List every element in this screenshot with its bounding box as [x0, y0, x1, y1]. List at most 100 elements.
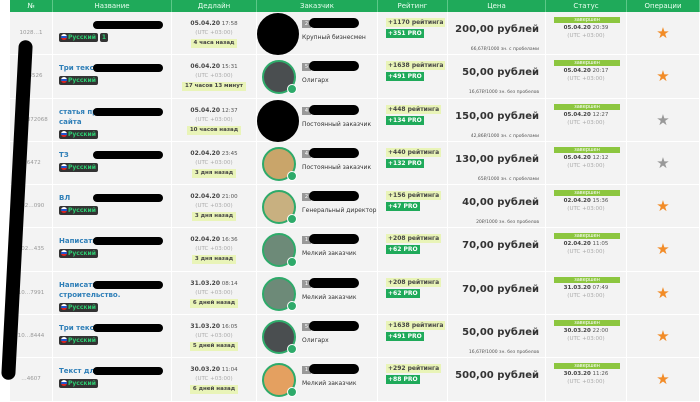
- relative-time: 5 дней назад: [189, 342, 239, 352]
- table-row[interactable]: 102…435 Написать Русский 02.04.20 16:36 (…: [10, 228, 700, 272]
- status-time: 22:00: [592, 328, 609, 335]
- language-badge: Русский: [59, 249, 98, 259]
- star-icon[interactable]: ★: [656, 197, 670, 216]
- customer-avatar[interactable]: [262, 320, 297, 355]
- customer-avatar[interactable]: [262, 60, 297, 95]
- customer-avatar[interactable]: [257, 99, 299, 142]
- redaction-mark: [93, 324, 163, 333]
- language-label: Русский: [68, 303, 96, 311]
- timezone: (UTC +03:00): [195, 73, 233, 80]
- customer-avatar[interactable]: [262, 233, 297, 268]
- star-icon[interactable]: ★: [656, 283, 670, 302]
- order-id: 10…7991: [10, 271, 53, 315]
- relative-time: 17 часов 13 минут: [182, 82, 246, 92]
- customer-avatar[interactable]: [262, 363, 297, 398]
- status-badge: завершен: [554, 60, 620, 67]
- customer-avatar[interactable]: [262, 190, 297, 225]
- order-title-link[interactable]: Три текста по: [59, 324, 115, 333]
- table-row[interactable]: …02872068 статья про разработку сайта Ру…: [10, 98, 700, 142]
- online-badge-icon: [287, 170, 297, 181]
- timezone: (UTC +03:00): [195, 246, 233, 253]
- russia-flag-icon: [61, 163, 67, 170]
- status-timezone: (UTC +03:00): [567, 336, 605, 343]
- timezone: (UTC +03:00): [195, 30, 233, 36]
- table-row[interactable]: …6472 ТЗ Русский 02.04.20 23:45 (UTC +03:…: [10, 141, 700, 186]
- customer-role: Олигарх: [302, 77, 329, 85]
- col-price[interactable]: Цена: [448, 0, 546, 12]
- star-icon[interactable]: ★: [656, 24, 670, 42]
- customer-avatar[interactable]: [262, 146, 297, 181]
- price: 70,00 рублей: [462, 240, 539, 252]
- status-badge: завершен: [554, 276, 620, 283]
- star-icon[interactable]: ★: [656, 240, 670, 259]
- order-title-link[interactable]: Текст для сайта: [59, 367, 125, 376]
- order-id: …6472: [10, 141, 53, 185]
- order-id: 102…090: [10, 185, 53, 228]
- language-label: Русский: [68, 163, 96, 171]
- table-row[interactable]: 102…090 ВЛ Русский 02.04.20 21:00 (UTC +0…: [10, 185, 700, 229]
- price-rate: 16,67₽/1000 зн. без пробелов: [468, 90, 539, 96]
- pro-gain: +351 PRO: [386, 29, 424, 38]
- star-icon[interactable]: ★: [656, 67, 670, 86]
- price: 500,00 рублей: [455, 370, 539, 382]
- online-badge-icon: [287, 257, 297, 268]
- status-timezone: (UTC +03:00): [567, 162, 605, 169]
- price: 200,00 рублей: [455, 24, 539, 35]
- status-badge: завершен: [554, 103, 620, 110]
- redaction-mark: [309, 191, 359, 202]
- col-operations[interactable]: Операции: [627, 0, 700, 12]
- status-badge: завершен: [554, 363, 620, 370]
- russia-flag-icon: [61, 337, 67, 344]
- table-row[interactable]: 1028…1 Русский 1 05.04.20 17:58 (UTC +03:0…: [10, 12, 700, 56]
- star-icon[interactable]: ★: [656, 370, 670, 389]
- timezone: (UTC +03:00): [195, 203, 233, 210]
- redaction-mark: [309, 364, 359, 375]
- status-timezone: (UTC +03:00): [567, 76, 605, 83]
- star-icon[interactable]: ★: [656, 153, 670, 172]
- customer-avatar[interactable]: [262, 276, 297, 311]
- customer-avatar[interactable]: [257, 13, 299, 55]
- russia-flag-icon: [61, 250, 67, 257]
- col-customer[interactable]: Заказчик: [257, 0, 378, 12]
- language-label: Русский: [68, 207, 96, 215]
- status-timezone: (UTC +03:00): [567, 249, 605, 256]
- customer-level: 5: [302, 63, 311, 72]
- star-icon[interactable]: ★: [656, 110, 670, 129]
- customer-role: Мелкий заказчик: [302, 293, 357, 301]
- language-label: Русский: [68, 130, 96, 138]
- order-title-link[interactable]: Написать: [59, 237, 97, 246]
- redaction-mark: [93, 21, 163, 29]
- table-row[interactable]: …93526 Три текста по Русский 06.04.20 15…: [10, 55, 700, 99]
- order-title-link[interactable]: Три текста по: [59, 64, 115, 73]
- col-title[interactable]: Название: [53, 0, 172, 12]
- relative-time: 4 часа назад: [190, 39, 238, 48]
- order-id: 102…435: [10, 228, 53, 271]
- customer-level: 4: [302, 149, 311, 158]
- table-row[interactable]: 10…7991 Написать статью про строительств…: [10, 271, 700, 316]
- star-icon[interactable]: ★: [656, 327, 670, 346]
- pro-gain: +88 PRO: [386, 375, 420, 385]
- col-number[interactable]: №: [10, 0, 53, 12]
- price-rate: 16,67₽/1000 зн. без пробелов: [468, 350, 539, 356]
- status-time: 20:17: [592, 68, 609, 75]
- order-title-link[interactable]: ТЗ: [59, 150, 69, 159]
- table-row[interactable]: 10…8444 Три текста по Русский 31.03.20 1…: [10, 315, 700, 359]
- deadline-date: 06.04.20: [190, 63, 220, 71]
- col-deadline[interactable]: Дедлайн: [172, 0, 257, 12]
- deadline-date: 02.04.20: [190, 193, 220, 201]
- deadline-date: 30.03.20: [190, 366, 220, 374]
- order-id: …02872068: [10, 98, 53, 141]
- col-status[interactable]: Статус: [546, 0, 627, 12]
- online-badge-icon: [287, 300, 297, 311]
- customer-level: 2: [302, 193, 311, 202]
- redaction-mark: [93, 64, 163, 73]
- rating-gain: +440 рейтинга: [386, 147, 442, 157]
- redaction-mark: [309, 321, 359, 332]
- language-label: Русский: [68, 380, 96, 388]
- table-header: № Название Дедлайн Заказчик Рейтинг Цена…: [10, 0, 700, 12]
- table-row[interactable]: …4607 Текст для сайта Русский 30.03.20 1…: [10, 358, 700, 402]
- price-rate: 42,86₽/1000 зн. с пробелами: [470, 133, 539, 139]
- order-title-link[interactable]: ВЛ: [59, 194, 71, 203]
- col-rating[interactable]: Рейтинг: [378, 0, 448, 12]
- customer-level: 1: [302, 279, 311, 288]
